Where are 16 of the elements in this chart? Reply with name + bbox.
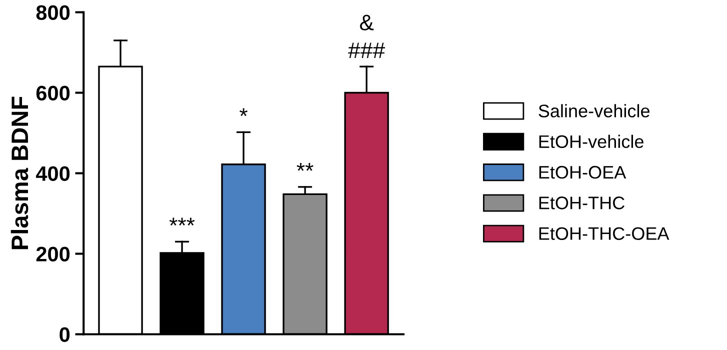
y-tick-label: 0 (60, 327, 70, 342)
annotation: *** (169, 218, 195, 226)
legend-label: EtOH-OEA (539, 166, 626, 179)
y-tick-label: 200 (36, 246, 70, 262)
y-tick-label: 600 (36, 86, 70, 101)
y-tick-label: 800 (36, 5, 70, 20)
annotation: ** (296, 163, 314, 171)
legend-label: EtOH-THC-OEA (539, 227, 670, 240)
annotation: ### (348, 42, 386, 58)
y-axis-title: Plasma BDNF (10, 96, 28, 250)
legend-label: Saline-vehicle (538, 104, 650, 118)
y-tick-label: 400 (36, 166, 70, 182)
annotation: & (360, 14, 374, 30)
legend-label: EtOH-vehicle (539, 134, 644, 148)
annotation: * (240, 108, 248, 116)
legend-label: EtOH-THC (539, 196, 624, 210)
